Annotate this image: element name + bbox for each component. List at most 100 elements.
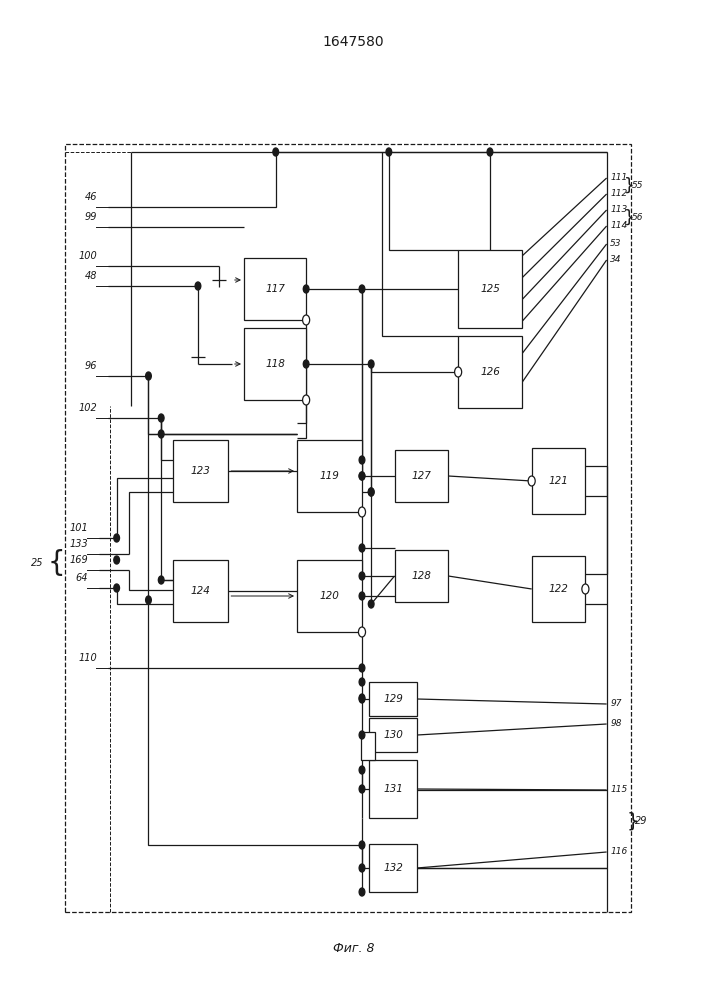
Bar [532, 448, 585, 514]
Text: 119: 119 [320, 471, 339, 481]
Circle shape [368, 488, 374, 496]
Text: 131: 131 [383, 784, 403, 794]
Text: 96: 96 [85, 361, 98, 371]
Circle shape [528, 476, 535, 486]
Bar [532, 556, 585, 622]
Bar [369, 718, 417, 752]
Text: 122: 122 [549, 584, 568, 594]
Circle shape [359, 864, 365, 872]
Bar [395, 450, 448, 502]
Bar [458, 250, 522, 328]
Text: 124: 124 [191, 586, 211, 596]
Bar [369, 844, 417, 892]
Circle shape [114, 534, 119, 542]
Bar [361, 732, 375, 760]
Circle shape [358, 627, 366, 637]
Text: 55: 55 [632, 182, 643, 190]
Circle shape [303, 315, 310, 325]
Bar [244, 328, 306, 400]
Circle shape [359, 731, 365, 739]
Circle shape [368, 360, 374, 368]
Bar [458, 336, 522, 408]
Circle shape [455, 367, 462, 377]
Circle shape [158, 430, 164, 438]
Circle shape [487, 148, 493, 156]
Text: 128: 128 [411, 571, 431, 581]
Bar [173, 440, 228, 502]
Bar [395, 550, 448, 602]
Text: 125: 125 [480, 284, 500, 294]
Text: 25: 25 [31, 558, 44, 568]
Text: 1647580: 1647580 [322, 35, 385, 49]
Circle shape [303, 285, 309, 293]
Circle shape [368, 600, 374, 608]
Text: 126: 126 [480, 367, 500, 377]
Bar [369, 760, 417, 818]
Bar [369, 682, 417, 716]
Text: 113: 113 [610, 206, 627, 215]
Text: 110: 110 [78, 653, 98, 663]
Circle shape [114, 556, 119, 564]
Text: 111: 111 [610, 174, 627, 182]
Text: 102: 102 [78, 403, 98, 413]
Circle shape [359, 544, 365, 552]
Text: 56: 56 [632, 214, 643, 223]
Circle shape [359, 695, 365, 703]
Text: 34: 34 [610, 255, 621, 264]
Text: 120: 120 [320, 591, 339, 601]
Text: 100: 100 [78, 251, 98, 261]
Text: 121: 121 [549, 476, 568, 486]
Circle shape [386, 148, 392, 156]
Circle shape [359, 592, 365, 600]
Text: 53: 53 [610, 239, 621, 248]
Circle shape [359, 785, 365, 793]
Circle shape [303, 360, 309, 368]
Text: 116: 116 [610, 848, 627, 856]
Text: Фиг. 8: Фиг. 8 [333, 942, 374, 954]
Text: 127: 127 [411, 471, 431, 481]
Circle shape [273, 148, 279, 156]
Circle shape [114, 584, 119, 592]
Circle shape [146, 372, 151, 380]
Text: 97: 97 [610, 700, 621, 708]
Text: 98: 98 [610, 720, 621, 728]
Text: 130: 130 [383, 730, 403, 740]
Bar [297, 440, 362, 512]
Text: 169: 169 [69, 555, 88, 565]
Text: 46: 46 [85, 192, 98, 202]
Circle shape [359, 472, 365, 480]
Circle shape [158, 414, 164, 422]
Circle shape [359, 456, 365, 464]
Bar [173, 560, 228, 622]
Circle shape [359, 841, 365, 849]
Text: }: } [624, 177, 634, 195]
Bar [65, 144, 631, 912]
Circle shape [368, 488, 374, 496]
Circle shape [195, 282, 201, 290]
Text: 48: 48 [85, 271, 98, 281]
Circle shape [359, 572, 365, 580]
Circle shape [582, 584, 589, 594]
Circle shape [359, 285, 365, 293]
Text: 112: 112 [610, 190, 627, 198]
Text: }: } [626, 812, 639, 830]
Text: 117: 117 [265, 284, 285, 294]
Text: 132: 132 [383, 863, 403, 873]
Text: 99: 99 [85, 212, 98, 222]
Circle shape [359, 766, 365, 774]
Circle shape [303, 395, 310, 405]
Circle shape [359, 694, 365, 702]
Text: 29: 29 [635, 816, 648, 826]
Text: 64: 64 [76, 573, 88, 583]
Bar [297, 560, 362, 632]
Circle shape [359, 678, 365, 686]
Text: 123: 123 [191, 466, 211, 476]
Text: 133: 133 [69, 539, 88, 549]
Circle shape [146, 596, 151, 604]
Circle shape [158, 576, 164, 584]
Text: 129: 129 [383, 694, 403, 704]
Text: {: { [48, 549, 65, 577]
Text: 114: 114 [610, 222, 627, 231]
Circle shape [359, 888, 365, 896]
Circle shape [358, 507, 366, 517]
